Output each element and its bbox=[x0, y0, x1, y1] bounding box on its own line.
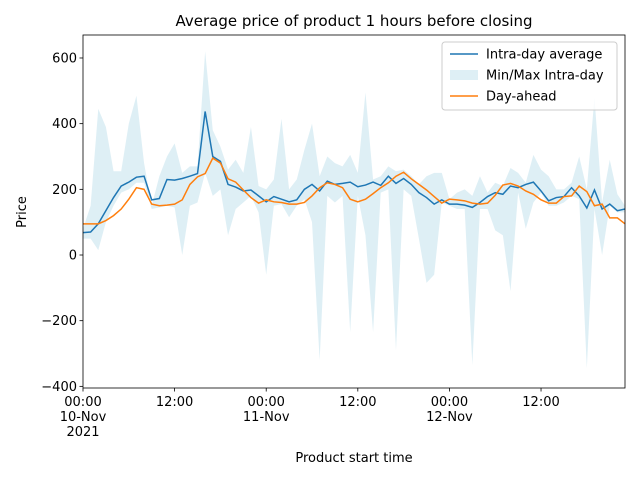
x-axis-label: Product start time bbox=[295, 451, 412, 466]
legend-label: Intra-day average bbox=[486, 48, 602, 63]
x-tick-label: 12-Nov bbox=[426, 410, 473, 425]
x-tick-label: 00:00 bbox=[431, 395, 468, 410]
series-line bbox=[83, 157, 626, 225]
x-tick-label: 12:00 bbox=[522, 395, 559, 410]
x-tick-label: 00:00 bbox=[247, 395, 284, 410]
y-tick-label: 400 bbox=[52, 117, 77, 132]
y-tick-label: −400 bbox=[41, 380, 77, 395]
y-axis-label: Price bbox=[15, 196, 30, 228]
series-line bbox=[82, 111, 626, 234]
y-tick-label: 0 bbox=[69, 249, 77, 264]
x-tick-label: 2021 bbox=[66, 425, 99, 440]
x-tick-label: 11-Nov bbox=[243, 410, 290, 425]
y-tick-label: −200 bbox=[41, 314, 77, 329]
chart-title: Average price of product 1 hours before … bbox=[175, 12, 532, 30]
x-tick-label: 00:00 bbox=[64, 395, 101, 410]
y-tick-label: 200 bbox=[52, 183, 77, 198]
min-max-band bbox=[83, 51, 625, 369]
legend-box bbox=[441, 41, 618, 111]
y-tick-label: 600 bbox=[52, 51, 77, 66]
legend-label: Min/Max Intra-day bbox=[486, 69, 604, 84]
legend-patch bbox=[450, 70, 478, 80]
x-tick-label: 12:00 bbox=[156, 395, 193, 410]
x-tick-label: 12:00 bbox=[339, 395, 376, 410]
x-tick-label: 10-Nov bbox=[60, 410, 107, 425]
legend-label: Day-ahead bbox=[486, 90, 557, 105]
plot-frame bbox=[82, 34, 626, 389]
